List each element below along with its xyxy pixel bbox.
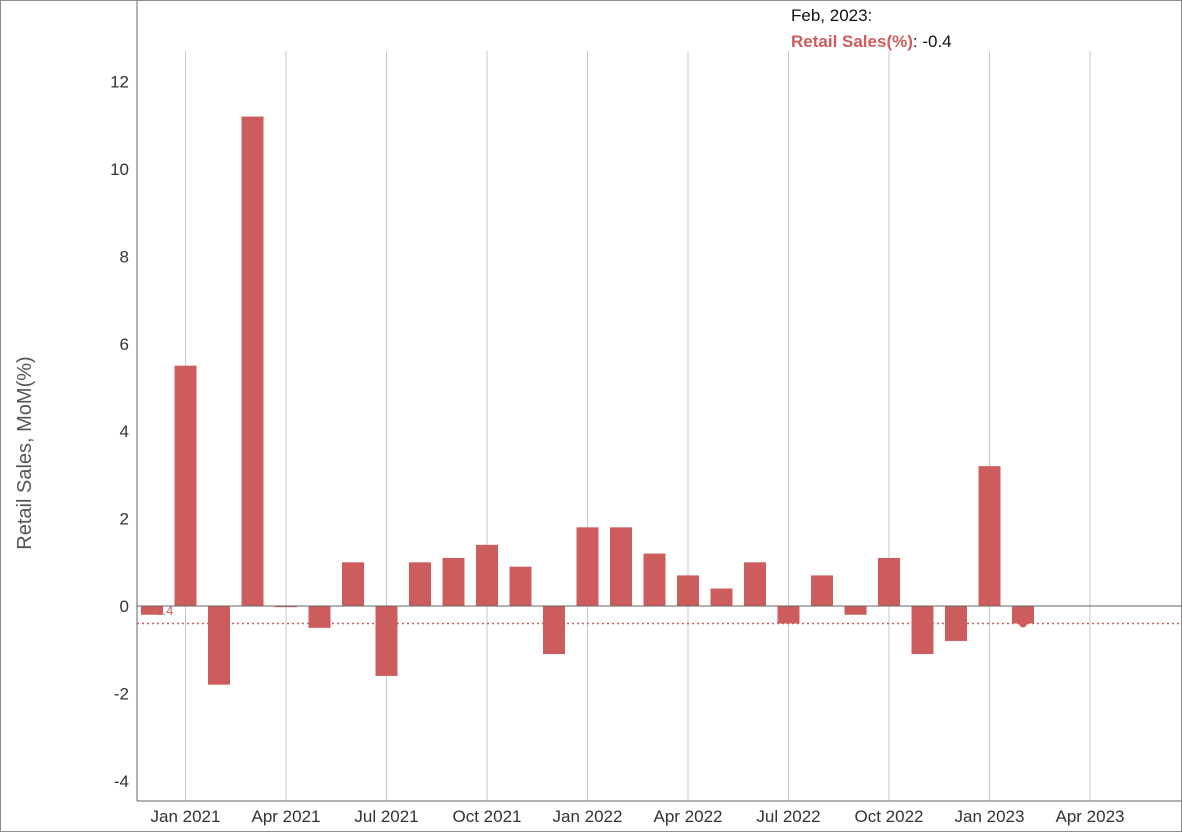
bar-2022-07[interactable] — [777, 606, 800, 624]
y-tick-label: -2 — [114, 684, 129, 703]
bar-2022-02[interactable] — [610, 527, 632, 606]
bar-2021-03[interactable] — [241, 116, 264, 606]
bar-2022-03[interactable] — [643, 553, 666, 606]
bar-2022-06[interactable] — [744, 562, 766, 606]
y-tick-label: 0 — [120, 597, 129, 616]
bar-2022-09[interactable] — [844, 606, 867, 615]
tooltip-date: Feb, 2023: — [791, 6, 872, 25]
bar-2022-01[interactable] — [576, 527, 599, 606]
y-axis-title: Retail Sales, MoM(%) — [14, 356, 36, 549]
bar-2023-01[interactable] — [978, 466, 1001, 606]
reference-line-group: -0.4 — [137, 603, 1181, 628]
y-tick-label: 6 — [120, 335, 129, 354]
x-tick-label: Jan 2022 — [553, 807, 623, 826]
bar-2022-05[interactable] — [710, 588, 733, 606]
bar-2021-09[interactable] — [442, 557, 465, 606]
bar-2021-10[interactable] — [476, 544, 498, 606]
bar-2023-02[interactable] — [1012, 606, 1034, 624]
y-tick-label: 8 — [120, 247, 129, 266]
x-tick-label: Jul 2021 — [354, 807, 418, 826]
bar-2022-12[interactable] — [945, 606, 967, 641]
x-tick-label: Jan 2021 — [151, 807, 221, 826]
y-tick-label: 2 — [120, 510, 129, 529]
x-tick-label: Jan 2023 — [955, 807, 1025, 826]
bar-2022-08[interactable] — [811, 575, 833, 606]
x-tick-label: Oct 2022 — [855, 807, 924, 826]
bar-2021-06[interactable] — [342, 562, 364, 606]
bar-2021-01[interactable] — [174, 365, 197, 606]
bar-2020-12[interactable] — [141, 606, 163, 615]
y-tick-label: 12 — [110, 73, 129, 92]
reference-line-label: -0.4 — [151, 603, 173, 618]
x-tick-label: Apr 2021 — [252, 807, 321, 826]
x-tick-label: Oct 2021 — [453, 807, 522, 826]
grid-lines — [185, 51, 1091, 801]
bar-2021-11[interactable] — [509, 566, 532, 606]
tooltip-value: : -0.4 — [913, 32, 952, 51]
bar-2022-11[interactable] — [911, 606, 934, 655]
y-tick-label: -4 — [114, 772, 129, 791]
bar-2021-08[interactable] — [409, 562, 431, 606]
bar-2022-04[interactable] — [677, 575, 699, 606]
bar-2021-02[interactable] — [208, 606, 230, 685]
axes — [136, 1, 1181, 802]
x-tick-label: Jul 2022 — [756, 807, 820, 826]
bar-2022-10[interactable] — [878, 557, 900, 606]
y-tick-label: 10 — [110, 160, 129, 179]
bar-2021-12[interactable] — [543, 606, 565, 655]
bar-2021-05[interactable] — [308, 606, 331, 628]
bars — [141, 116, 1034, 685]
y-tick-label: 4 — [120, 422, 129, 441]
bar-2021-04[interactable] — [275, 606, 297, 608]
x-tick-label: Apr 2022 — [654, 807, 723, 826]
hover-marker — [1019, 619, 1027, 628]
tooltip-series-line: Retail Sales(%): -0.4 — [791, 32, 952, 51]
tick-labels: -4 -2 0 2 4 6 8 10 12 Jan 2021 Apr 2021 Jul 2021 Oct… — [110, 73, 1124, 826]
bar-2021-07[interactable] — [375, 606, 398, 676]
tooltip-series-name: Retail Sales(%) — [791, 32, 913, 51]
tooltip: Feb, 2023: Retail Sales(%): -0.4 — [791, 6, 952, 51]
x-tick-label: Apr 2023 — [1056, 807, 1125, 826]
